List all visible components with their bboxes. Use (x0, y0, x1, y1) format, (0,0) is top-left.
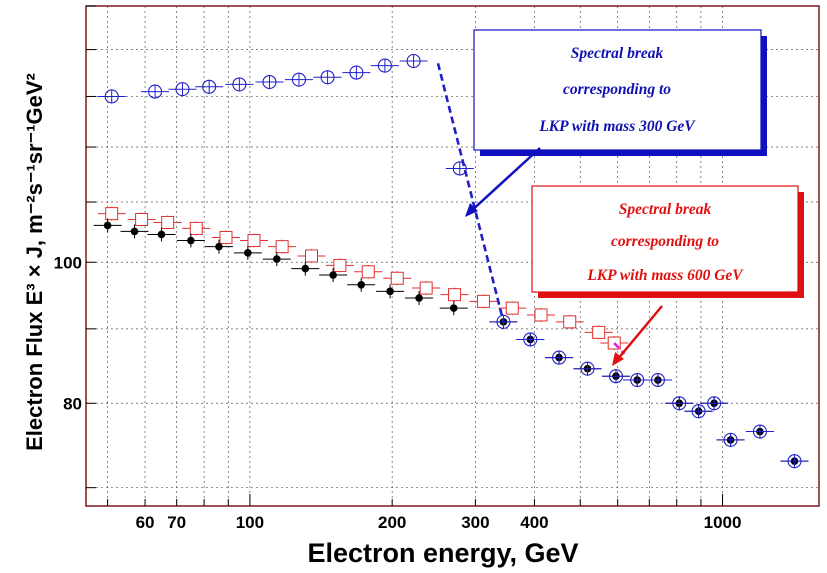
data-point-square (476, 294, 490, 308)
annotation-lkp-600-line-1: Spectral break (619, 201, 712, 218)
arrow-lkp-600-head (612, 352, 624, 366)
annotation-lkp-600-line-3: LKP with mass 600 GeV (586, 267, 744, 284)
data-point-circle (320, 70, 335, 85)
data-point-circle (104, 89, 119, 104)
data-point-square (448, 288, 462, 302)
data-point-square (534, 308, 548, 322)
annotation-lkp-300: Spectral break corresponding to LKP with… (473, 29, 767, 156)
data-point-circle (291, 72, 307, 87)
data-point-circle (262, 74, 277, 90)
data-point-circle (148, 84, 163, 99)
annotation-lkp-600-line-2: corresponding to (611, 233, 719, 250)
y-tick-label: 100 (54, 253, 82, 272)
x-tick-label: 1000 (704, 513, 742, 532)
data-point-filled (187, 236, 195, 245)
data-point-circle (752, 424, 768, 439)
plot-frame (85, 5, 820, 507)
data-point-filled (103, 221, 112, 230)
data-point-circle (496, 314, 511, 329)
data-point-circle (523, 332, 538, 347)
annotation-lkp-600: Spectral break corresponding to LKP with… (531, 185, 804, 298)
data-point-circle (691, 404, 706, 419)
data-point-circle (406, 53, 421, 69)
data-point-filled (357, 280, 366, 289)
data-point-circle (202, 79, 217, 94)
data-point-circle (232, 77, 247, 92)
data-point-square (592, 325, 606, 339)
x-tick-label: 400 (520, 513, 548, 532)
x-tick-label: 100 (236, 513, 264, 532)
arrow-lkp-600 (616, 305, 663, 361)
data-point-square (361, 265, 375, 279)
data-point-filled (157, 230, 166, 239)
data-point-filled (215, 242, 223, 251)
y-axis-title: Electron Flux E³ × J, m⁻²s⁻¹sr⁻¹GeV² (22, 73, 47, 451)
data-point-square (505, 301, 519, 315)
data-point-filled (449, 304, 458, 312)
data-point-square (135, 212, 149, 226)
data-point-square (247, 234, 261, 248)
data-point-circle (787, 454, 802, 469)
arrow-lkp-300-head (465, 203, 478, 217)
data-point-square (390, 271, 404, 285)
annotation-lkp-300-line-3: LKP with mass 300 GeV (538, 118, 696, 135)
data-point-filled (272, 255, 281, 263)
data-point-square (189, 221, 203, 235)
data-point-circle (452, 161, 467, 176)
x-tick-label: 60 (136, 513, 155, 532)
x-tick-label: 300 (461, 513, 489, 532)
data-point-circle (580, 361, 595, 376)
data-point-filled (130, 227, 139, 236)
data-point-circle (650, 372, 665, 388)
data-point-filled (244, 249, 252, 257)
data-point-circle (175, 82, 190, 97)
data-point-circle (723, 432, 738, 447)
x-tick-label: 70 (167, 513, 186, 532)
data-point-filled (415, 294, 423, 302)
data-point-filled (386, 287, 394, 296)
annotation-lkp-300-line-1: Spectral break (571, 45, 664, 62)
data-point-square (419, 281, 433, 295)
x-tick-label: 200 (378, 513, 406, 532)
data-point-square (275, 240, 289, 254)
data-point-square (333, 258, 347, 272)
data-point-circle (707, 396, 722, 411)
data-point-square (563, 315, 577, 329)
data-point-circle (630, 372, 645, 388)
data-point-square (161, 215, 175, 229)
tick-labels: 60 70 100 200 300 400 1000 80 100 (54, 253, 742, 532)
annotation-lkp-300-box (473, 29, 762, 151)
data-point-circle (672, 396, 687, 411)
y-tick-label: 80 (63, 394, 82, 413)
data-point-square (105, 207, 119, 221)
x-axis-title: Electron energy, GeV (307, 538, 578, 568)
axis-ticks (86, 5, 724, 506)
data-point-circle (608, 369, 624, 384)
data-point-filled (329, 271, 337, 279)
break-line (436, 62, 505, 323)
data-point-square (219, 230, 233, 244)
data-point-circle (377, 58, 392, 73)
annotation-lkp-600-box (531, 185, 799, 293)
data-point-filled (301, 264, 310, 273)
annotation-lkp-300-line-2: corresponding to (563, 81, 671, 98)
data-point-circle (552, 350, 567, 365)
data-markers (93, 53, 809, 469)
data-point-circle (349, 65, 364, 80)
arrow-lkp-300 (468, 147, 541, 214)
data-point-square (305, 249, 319, 263)
